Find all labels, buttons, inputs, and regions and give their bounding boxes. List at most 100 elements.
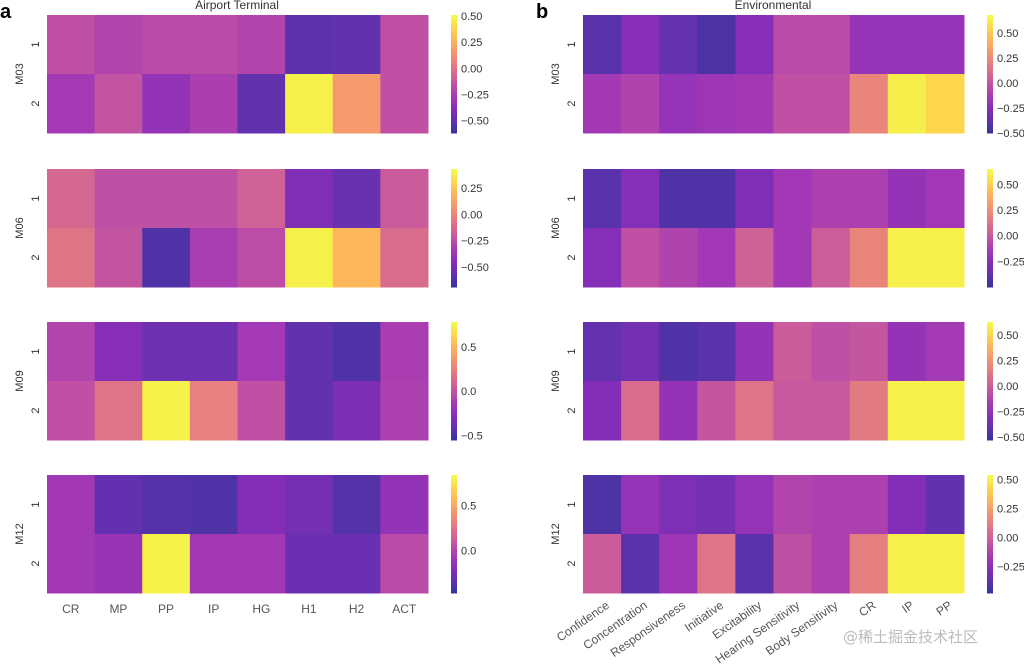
colorbar-segment [987, 87, 993, 91]
colorbar-segment [987, 432, 993, 435]
colorbar-segment [987, 333, 993, 337]
row-tick-label: 2 [566, 407, 578, 413]
colorbar-segment [451, 331, 457, 335]
heatmap-cell [887, 381, 927, 441]
colorbar-tick-label: −0.25 [461, 236, 489, 248]
colorbar-segment [451, 103, 457, 106]
colorbar-segment [451, 257, 457, 260]
colorbar-segment [987, 115, 993, 118]
colorbar-segment [987, 420, 993, 423]
colorbar-segment [451, 16, 457, 20]
heatmap-cell [773, 534, 813, 594]
colorbar-segment [451, 476, 457, 480]
colorbar-segment [987, 216, 993, 219]
colorbar-segment [987, 257, 993, 260]
colorbar-segment [987, 107, 993, 110]
heatmap-cell [332, 534, 381, 594]
colorbar-segment [987, 44, 993, 47]
colorbar-tick-label: 0.25 [997, 356, 1018, 368]
colorbar-tick-label: 0.25 [997, 53, 1018, 65]
colorbar-segment [987, 235, 993, 239]
colorbar-segment [987, 506, 993, 509]
colorbar-segment [451, 20, 457, 24]
column-tick-label: MP [109, 602, 127, 616]
colorbar: 0.5 0.0 −0.5 [451, 322, 483, 443]
colorbar-segment [987, 30, 993, 34]
colorbar-segment [987, 343, 993, 347]
colorbar-segment [451, 229, 457, 233]
colorbar-segment [987, 97, 993, 101]
colorbar-segment [987, 424, 993, 427]
heatmap-cell [811, 381, 851, 441]
colorbar-segment [987, 200, 993, 203]
colorbar-segment [451, 373, 457, 376]
colorbar-segment [987, 488, 993, 492]
colorbar-segment [451, 204, 457, 207]
colorbar-segment [987, 265, 993, 268]
colorbar-segment [451, 390, 457, 394]
heatmap-cell [332, 169, 381, 229]
colorbar-segment [451, 75, 457, 79]
colorbar-segment [451, 60, 457, 63]
watermark: @稀土掘金技术社区 [843, 628, 978, 646]
colorbar-segment [451, 131, 457, 134]
colorbar-segment [451, 178, 457, 182]
heatmap-cell [237, 74, 286, 134]
heatmap-b-m06: 1 2 M06 0.50 0.25 0.00 −0.25 [550, 169, 1024, 288]
colorbar-segment [987, 482, 993, 486]
heatmap-cell [849, 534, 889, 594]
colorbar-segment [987, 559, 993, 563]
colorbar-segment [451, 377, 457, 380]
heatmap-cell [142, 381, 191, 441]
colorbar-segment [451, 369, 457, 372]
colorbar-segment [451, 231, 457, 235]
colorbar-segment [451, 85, 457, 89]
heatmap-cell [925, 74, 965, 134]
colorbar-segment [987, 117, 993, 120]
heatmap-cell [189, 534, 238, 594]
colorbar-segment [451, 500, 457, 504]
colorbar-segment [451, 170, 457, 174]
colorbar-segment [987, 583, 993, 586]
colorbar-segment [987, 575, 993, 578]
colorbar-segment [987, 204, 993, 207]
colorbar-segment [451, 91, 457, 95]
heatmap-cell [697, 15, 736, 75]
colorbar-segment [987, 109, 993, 112]
colorbar-segment [987, 77, 993, 81]
colorbar-segment [987, 251, 993, 255]
colorbar-segment [987, 127, 993, 130]
colorbar-segment [987, 208, 993, 211]
colorbar-segment [451, 426, 457, 429]
colorbar-segment [451, 58, 457, 61]
colorbar-segment [451, 247, 457, 251]
colorbar-segment [451, 253, 457, 257]
colorbar: 0.50 0.25 0.00 −0.25 −0.50 [987, 322, 1024, 444]
heatmap-cell [621, 74, 660, 134]
month-label: M12 [550, 523, 562, 544]
colorbar-segment [451, 563, 457, 566]
column-tick-label: H1 [301, 602, 317, 616]
heatmap-cell [735, 74, 774, 134]
month-label: M03 [14, 63, 26, 84]
heatmap-cell [380, 228, 429, 288]
colorbar: 0.50 0.25 0.00 −0.25 −0.50 [987, 15, 1024, 140]
colorbar-segment [987, 579, 993, 582]
heatmap-cell [849, 228, 889, 288]
colorbar-segment [451, 111, 457, 114]
colorbar-segment [451, 93, 457, 97]
colorbar-segment [987, 361, 993, 364]
heatmap-cell [285, 534, 334, 594]
colorbar-segment [451, 62, 457, 65]
heatmap-cell [94, 322, 143, 382]
heatmap-cell [583, 228, 622, 288]
colorbar-segment [451, 239, 457, 243]
colorbar-segment [451, 510, 457, 513]
colorbar-segment [451, 32, 457, 36]
colorbar-segment [451, 408, 457, 411]
colorbar-segment [451, 198, 457, 201]
colorbar-segment [451, 355, 457, 358]
colorbar-segment [451, 172, 457, 176]
heatmap-cell [237, 169, 286, 229]
